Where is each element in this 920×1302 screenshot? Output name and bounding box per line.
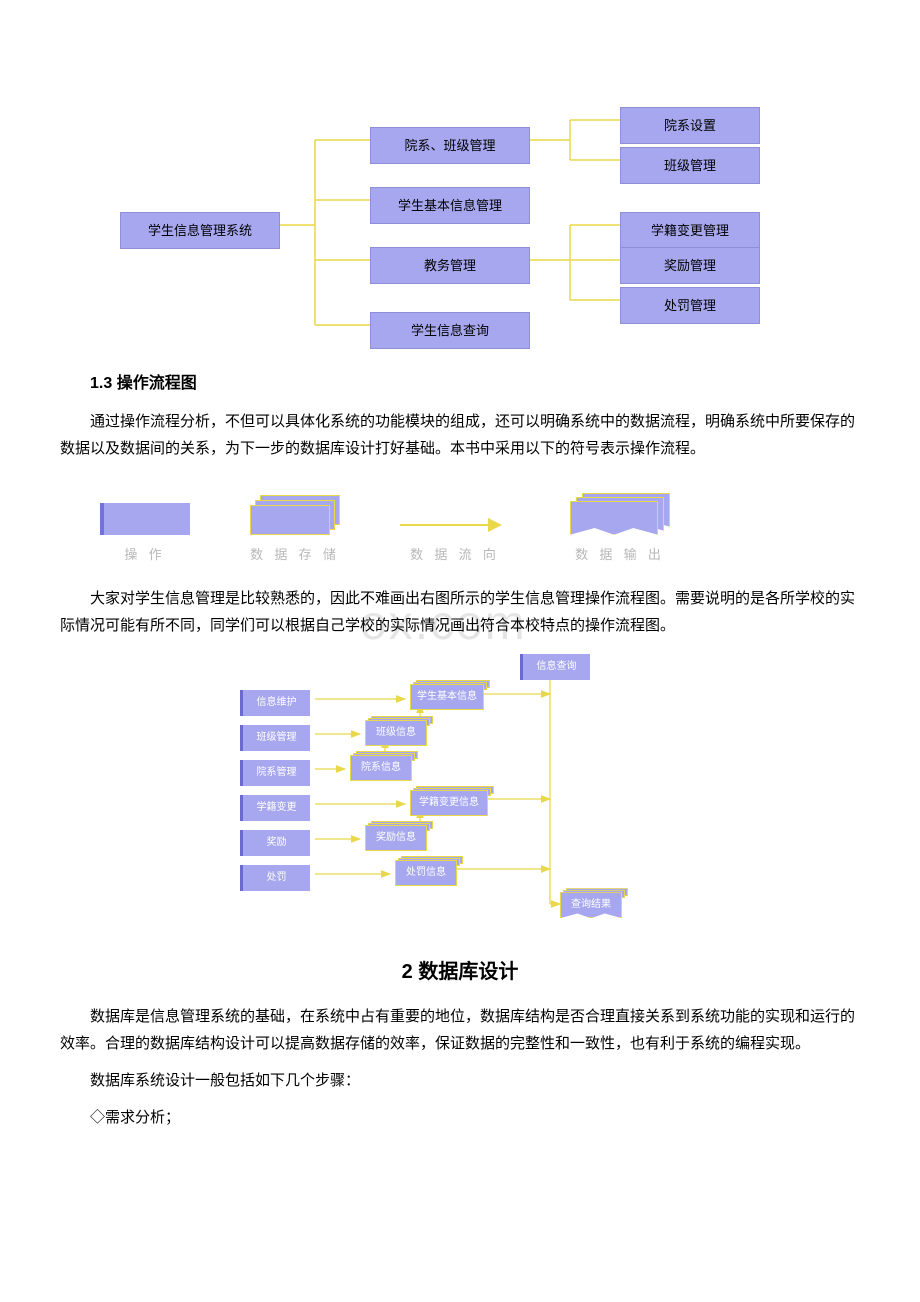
legend-operation-label: 操 作 <box>100 543 190 566</box>
legend-dataflow-label: 数 据 流 向 <box>400 543 510 566</box>
legend-operation: 操 作 <box>100 503 190 566</box>
bullet-1: ◇需求分析； <box>60 1105 860 1132</box>
section-2-title: 2 数据库设计 <box>60 954 860 990</box>
flow-op-2: 院系管理 <box>240 760 310 786</box>
paragraph-3: 数据库是信息管理系统的基础，在系统中占有重要的地位，数据库结构是否合理直接关系到… <box>60 1004 860 1058</box>
datastore-symbol <box>250 495 340 535</box>
paragraph-1: 通过操作流程分析，不但可以具体化系统的功能模块的组成，还可以明确系统中的数据流程… <box>60 409 860 463</box>
legend-datastore: 数 据 存 储 <box>250 495 340 566</box>
flow-op-0: 信息维护 <box>240 690 310 716</box>
legend-output: 数 据 输 出 <box>570 493 670 566</box>
tree-mid-0: 院系、班级管理 <box>370 127 530 164</box>
dataflow-symbol <box>400 515 510 535</box>
tree-leaf-3: 奖励管理 <box>620 247 760 284</box>
flow-stack-1: 班级信息 <box>365 720 435 742</box>
flow-stack-4: 奖励信息 <box>365 825 435 847</box>
tree-mid-2: 教务管理 <box>370 247 530 284</box>
output-symbol <box>570 493 670 535</box>
flow-op-5: 处罚 <box>240 865 310 891</box>
symbol-legend: 操 作 数 据 存 储 数 据 流 向 数 据 输 出 <box>100 493 860 566</box>
flow-op-4: 奖励 <box>240 830 310 856</box>
flow-result: 查询结果 <box>560 892 630 918</box>
flow-stack-2: 院系信息 <box>350 755 420 777</box>
tree-leaf-1: 班级管理 <box>620 147 760 184</box>
flow-op-3: 学籍变更 <box>240 795 310 821</box>
legend-output-label: 数 据 输 出 <box>570 543 670 566</box>
paragraph-4: 数据库系统设计一般包括如下几个步骤： <box>60 1068 860 1095</box>
operation-symbol <box>100 503 190 535</box>
flow-stack-5: 处罚信息 <box>395 860 465 882</box>
module-tree-diagram: 学生信息管理系统 院系、班级管理 学生基本信息管理 教务管理 学生信息查询 院系… <box>100 100 820 350</box>
flow-stack-3: 学籍变更信息 <box>410 790 492 812</box>
legend-dataflow: 数 据 流 向 <box>400 515 510 566</box>
heading-1-3: 1.3 操作流程图 <box>90 370 860 399</box>
tree-root: 学生信息管理系统 <box>120 212 280 249</box>
tree-mid-3: 学生信息查询 <box>370 312 530 349</box>
flow-top: 信息查询 <box>520 654 590 680</box>
paragraph-2: 大家对学生信息管理是比较熟悉的，因此不难画出右图所示的学生信息管理操作流程图。需… <box>60 586 860 640</box>
flow-stack-0: 学生基本信息 <box>410 684 488 706</box>
flow-op-1: 班级管理 <box>240 725 310 751</box>
operation-flowchart: 信息查询 信息维护 班级管理 院系管理 学籍变更 奖励 处罚 学生基本信息 班级… <box>220 654 700 934</box>
tree-leaf-0: 院系设置 <box>620 107 760 144</box>
tree-leaf-4: 处罚管理 <box>620 287 760 324</box>
tree-leaf-2: 学籍变更管理 <box>620 212 760 249</box>
legend-datastore-label: 数 据 存 储 <box>250 543 340 566</box>
tree-mid-1: 学生基本信息管理 <box>370 187 530 224</box>
